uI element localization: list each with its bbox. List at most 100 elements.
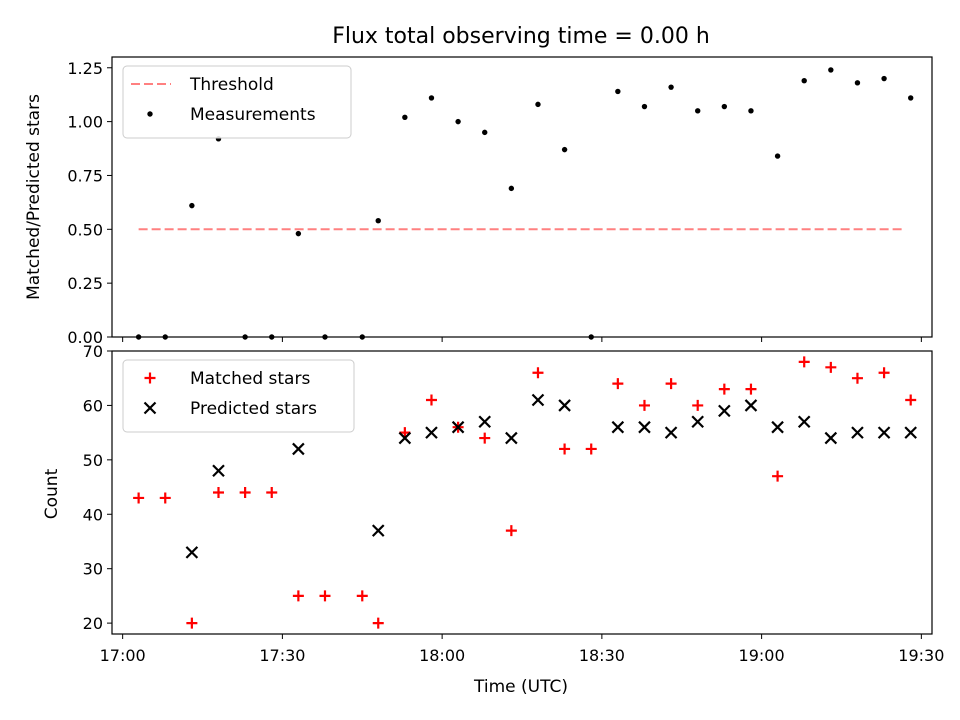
- bottom-panel: 20 30 40 50 60 70 17:00 17:30 18:00 18:30 19:00 19:…: [83, 342, 945, 665]
- matched-star-marker: [425, 394, 437, 406]
- legend-box: [122, 65, 352, 139]
- y-tick-label: 50: [83, 451, 103, 470]
- predicted-star-marker: [664, 426, 678, 439]
- measurement-point: [189, 202, 195, 209]
- top-panel: 0.00 0.25 0.50 0.75 1.00 1.25 Threshold Measure…: [67, 56, 933, 347]
- measurement-point: [455, 118, 461, 125]
- predicted-star-marker: [371, 524, 385, 537]
- matched-star-marker: [532, 367, 544, 379]
- measurement-point: [359, 334, 365, 340]
- matched-star-marker: [159, 492, 171, 504]
- measurement-point: [162, 334, 168, 340]
- y-tick-label: 1.00: [67, 113, 103, 132]
- predicted-star-marker: [718, 404, 731, 418]
- top-y-axis-label: Matched/Predicted stars: [24, 94, 44, 300]
- measurement-point: [801, 77, 807, 84]
- x-tick-label: 19:00: [739, 646, 785, 665]
- predicted-star-marker: [638, 420, 651, 434]
- legend-label: Matched stars: [190, 369, 310, 389]
- measurement-point: [748, 108, 754, 114]
- predicted-star-marker: [212, 464, 225, 478]
- y-tick-label: 40: [83, 505, 103, 524]
- matched-star-marker: [612, 378, 624, 390]
- predicted-star-marker: [505, 431, 518, 445]
- y-tick-label: 20: [83, 614, 103, 633]
- measurement-point: [854, 80, 861, 86]
- measurement-point: [641, 103, 648, 110]
- measurement-point: [668, 84, 674, 90]
- matched-star-marker: [745, 383, 757, 395]
- predicted-star-marker: [292, 442, 305, 456]
- matched-star-marker: [292, 590, 304, 602]
- predicted-star-marker: [824, 431, 838, 445]
- legend-label: Threshold: [189, 75, 274, 95]
- y-tick-label: 0.75: [67, 166, 103, 185]
- matched-star-marker: [372, 617, 384, 629]
- matched-star-marker: [479, 432, 491, 444]
- legend-box: [122, 359, 355, 433]
- matched-star-marker: [851, 372, 863, 384]
- matched-star-marker: [319, 590, 331, 602]
- predicted-star-marker: [611, 420, 625, 434]
- x-tick-label: 18:00: [419, 646, 465, 665]
- chart-title: Flux total observing time = 0.00 h: [332, 24, 710, 49]
- matched-star-marker: [559, 443, 571, 455]
- measurement-point: [428, 95, 435, 101]
- measurement-point: [375, 217, 381, 224]
- measurement-point: [322, 334, 328, 340]
- measurement-point: [269, 334, 275, 340]
- y-tick-label: 0.00: [67, 328, 103, 347]
- matched-star-marker: [212, 487, 224, 498]
- plot-frame: [111, 350, 933, 635]
- y-tick-label: 30: [83, 560, 103, 579]
- matched-star-marker: [905, 394, 917, 406]
- measurement-point: [402, 114, 408, 121]
- y-tick-label: 70: [83, 342, 103, 361]
- measurement-point: [242, 334, 248, 340]
- predicted-star-marker: [851, 426, 864, 439]
- measurement-point: [135, 334, 142, 340]
- predicted-star-marker: [531, 393, 545, 407]
- predicted-star-marker: [904, 426, 917, 439]
- y-tick-label: 1.25: [67, 59, 103, 78]
- bottom-y-axis-label: Count: [42, 468, 62, 519]
- matched-star-marker: [692, 399, 704, 411]
- predicted-star-marker: [185, 546, 199, 559]
- predicted-star-marker: [425, 426, 438, 439]
- measurement-point: [881, 75, 887, 82]
- measurement-point: [508, 185, 515, 192]
- legend-matched-swatch: [144, 372, 156, 384]
- matched-star-marker: [133, 492, 145, 504]
- legend-predicted-swatch: [143, 401, 157, 415]
- measurement-point: [561, 146, 568, 153]
- predicted-star-marker: [744, 399, 758, 412]
- predicted-star-marker: [478, 415, 492, 429]
- predicted-star-marker: [558, 399, 571, 412]
- measurement-point: [828, 67, 834, 73]
- matched-star-marker: [772, 470, 784, 482]
- matched-star-marker: [356, 590, 368, 602]
- matched-star-marker: [239, 487, 251, 498]
- x-tick-label: 19:30: [898, 646, 944, 665]
- measurement-point: [482, 129, 488, 136]
- measurement-point: [774, 153, 781, 159]
- matched-star-marker: [638, 399, 650, 411]
- matched-star-marker: [399, 427, 411, 439]
- legend-label: Predicted stars: [190, 399, 317, 419]
- matched-star-marker: [825, 361, 837, 373]
- x-tick-label: 17:00: [100, 646, 146, 665]
- predicted-star-marker: [398, 431, 412, 445]
- measurement-point: [535, 101, 541, 108]
- plot-frame: [111, 56, 933, 338]
- predicted-star-marker: [451, 420, 465, 434]
- y-tick-label: 60: [83, 396, 103, 415]
- predicted-star-marker: [771, 420, 784, 434]
- matched-star-marker: [266, 487, 278, 498]
- matched-star-marker: [186, 617, 198, 629]
- matched-star-marker: [878, 367, 890, 379]
- measurement-point: [908, 95, 914, 101]
- matched-star-marker: [665, 378, 677, 390]
- measurement-point: [721, 103, 728, 110]
- measurement-point: [295, 230, 302, 237]
